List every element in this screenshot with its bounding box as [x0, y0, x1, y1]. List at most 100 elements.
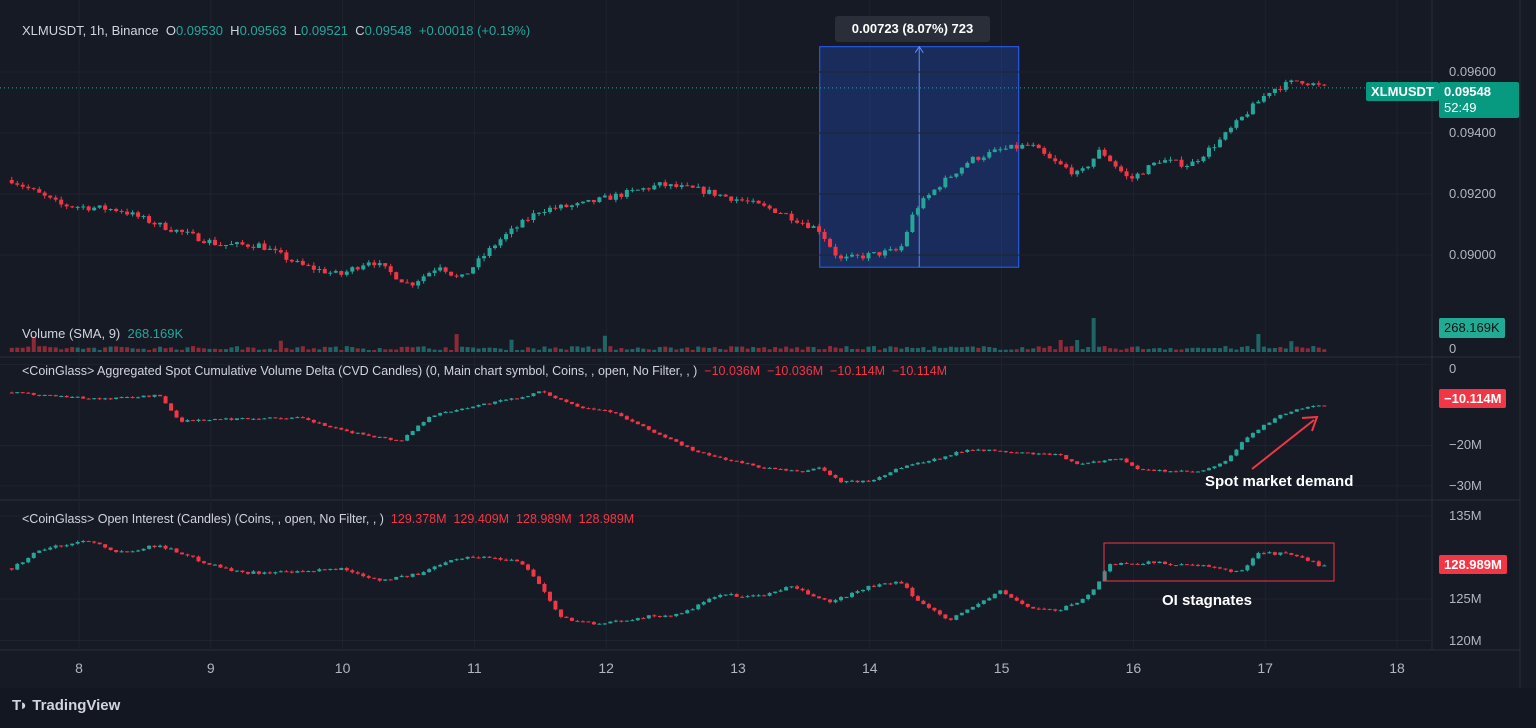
candle — [223, 245, 228, 247]
candle — [130, 551, 135, 553]
candle — [344, 568, 349, 571]
candle — [1163, 160, 1168, 163]
candle — [679, 185, 684, 187]
candle — [1283, 82, 1288, 90]
candle — [839, 255, 844, 259]
volume-bar — [229, 347, 234, 352]
candle — [421, 572, 426, 575]
candle — [723, 457, 728, 460]
change-value: +0.00018 (+0.19%) — [418, 23, 531, 38]
volume-bar — [789, 348, 794, 352]
candle — [180, 229, 185, 232]
candle — [520, 219, 525, 228]
candle — [850, 592, 855, 597]
volume-bar — [1091, 318, 1096, 352]
candle — [948, 176, 953, 178]
volume-bar — [624, 349, 629, 352]
tradingview-logo[interactable]: T◗ TradingView — [12, 697, 120, 714]
time-tick-label: 9 — [206, 660, 215, 676]
candle — [388, 437, 393, 440]
volume-bar — [998, 349, 1003, 352]
candle — [882, 583, 887, 585]
candle — [564, 204, 569, 208]
candle — [163, 396, 168, 404]
candle — [954, 615, 959, 620]
candle — [833, 246, 838, 256]
volume-bar — [64, 348, 69, 352]
candle — [613, 620, 618, 622]
candle — [1053, 158, 1058, 162]
volume-bar — [1234, 349, 1239, 352]
candle — [1228, 127, 1233, 133]
candle — [1195, 471, 1200, 473]
volume-bar — [26, 346, 31, 352]
volume-bar — [800, 349, 805, 352]
candle — [223, 567, 228, 569]
oi-stagnates-annotation: OI stagnates — [1162, 592, 1253, 609]
price-axis-tick: 0.09000 — [1449, 247, 1496, 262]
candle — [756, 200, 761, 204]
volume-bar — [482, 347, 487, 352]
candle — [789, 586, 794, 588]
candle — [427, 569, 432, 573]
candle — [1311, 560, 1316, 562]
candle — [1250, 432, 1255, 438]
volume-bar — [158, 346, 163, 352]
candle — [652, 185, 657, 190]
candle — [1206, 468, 1211, 471]
candle — [15, 563, 20, 570]
candle — [882, 250, 887, 256]
candle — [471, 406, 476, 409]
volume-bar — [641, 348, 646, 352]
candle — [992, 593, 997, 599]
candle — [267, 417, 272, 419]
high-value: 0.09563 — [239, 23, 287, 38]
volume-bar — [476, 348, 481, 352]
candle — [943, 614, 948, 619]
candle — [712, 597, 717, 599]
candle — [1146, 165, 1151, 175]
candle — [31, 188, 36, 190]
candle — [339, 568, 344, 570]
candle — [1091, 461, 1096, 463]
candle — [158, 394, 163, 397]
candle — [866, 585, 871, 590]
candle — [130, 397, 135, 399]
volume-bar — [388, 349, 393, 352]
candle — [1283, 552, 1288, 554]
candle — [366, 262, 371, 266]
candle — [333, 271, 338, 273]
candle — [1152, 162, 1157, 166]
volume-bar — [9, 347, 14, 352]
candle — [558, 609, 563, 617]
volume-bar — [86, 347, 91, 352]
candle — [668, 184, 673, 187]
candle — [48, 195, 53, 198]
volume-bar — [943, 347, 948, 352]
high-label: H — [230, 23, 240, 38]
candle — [196, 233, 201, 242]
candle — [487, 248, 492, 257]
candle — [229, 418, 234, 420]
candle — [174, 410, 179, 418]
volume-bar — [119, 346, 124, 352]
candle — [751, 463, 756, 466]
volume-bar — [449, 349, 454, 352]
candle — [311, 265, 316, 270]
candle — [806, 470, 811, 472]
candle — [718, 456, 723, 458]
volume-bar — [646, 349, 651, 352]
candle — [256, 243, 261, 248]
volume-bar — [487, 347, 492, 352]
candle — [498, 239, 503, 246]
candle — [311, 571, 316, 573]
candle — [20, 562, 25, 564]
candle — [443, 562, 448, 565]
candle — [136, 397, 141, 399]
candle — [1212, 566, 1217, 568]
candle — [1152, 469, 1157, 471]
candle — [64, 545, 69, 547]
candle — [86, 541, 91, 543]
